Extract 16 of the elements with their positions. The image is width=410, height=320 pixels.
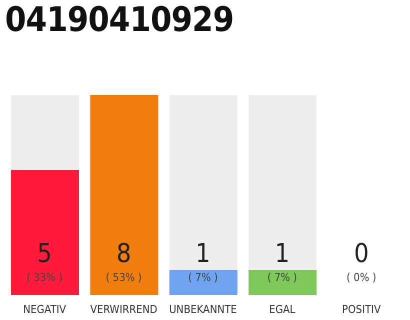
x-tick-label: POSITIV [342,303,381,316]
annotation: ( 33% ) [26,271,63,284]
x-tick-label: EGAL [269,303,296,316]
x-tick-label: VERWIRREND [90,303,158,316]
data-label: 5 [37,239,52,269]
annotation: ( 0% ) [346,271,376,284]
data-label: 0 [354,239,369,269]
data-label: 1 [196,239,210,269]
annotation: ( 7% ) [267,271,298,284]
x-tick-label: NEGATIV [23,303,66,316]
annotation: ( 53% ) [106,271,142,284]
data-label: 1 [274,239,290,269]
x-tick-label: UNBEKANNTE [169,303,237,316]
chart-title: 04190410929 [5,0,234,40]
annotation: ( 7% ) [188,271,218,284]
data-label: 8 [116,239,132,269]
